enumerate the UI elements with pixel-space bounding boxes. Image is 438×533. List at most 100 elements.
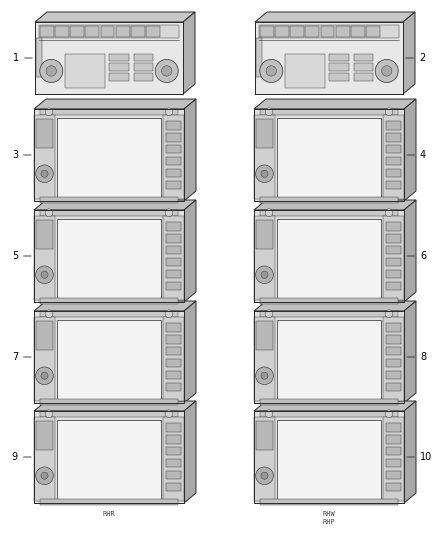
Bar (131, 26, 145, 37)
Circle shape (261, 170, 268, 177)
Bar (166, 435, 181, 443)
Bar (385, 157, 401, 165)
Circle shape (162, 66, 172, 76)
Polygon shape (184, 99, 196, 201)
Bar (134, 54, 153, 61)
Circle shape (265, 410, 273, 418)
Bar (366, 26, 380, 37)
Text: RBZ,RSC: RBZ,RSC (94, 310, 124, 316)
Bar (166, 324, 181, 332)
Bar (385, 234, 401, 243)
Circle shape (261, 271, 268, 278)
Bar (34, 210, 184, 302)
Polygon shape (404, 99, 416, 201)
Bar (260, 311, 398, 317)
Bar (34, 109, 184, 201)
Bar (277, 118, 381, 199)
Bar (166, 471, 181, 479)
Bar (163, 416, 184, 501)
Text: 1: 1 (13, 53, 32, 63)
Bar (166, 383, 181, 391)
Polygon shape (184, 301, 196, 403)
Bar (134, 73, 153, 80)
Bar (385, 471, 401, 479)
Bar (57, 118, 161, 199)
Circle shape (35, 467, 53, 484)
Bar (85, 26, 99, 37)
Bar (254, 411, 404, 503)
Bar (166, 168, 181, 177)
Bar (166, 222, 181, 231)
Polygon shape (34, 301, 196, 311)
Bar (71, 26, 84, 37)
Bar (385, 246, 401, 254)
Circle shape (385, 108, 393, 116)
Bar (385, 359, 401, 367)
Bar (385, 168, 401, 177)
Bar (275, 26, 289, 37)
Bar (166, 370, 181, 379)
Text: RHR: RHR (102, 511, 115, 517)
Bar (166, 145, 181, 154)
Bar (256, 220, 273, 249)
Circle shape (265, 209, 273, 216)
Text: 8: 8 (407, 352, 426, 362)
Bar (256, 119, 273, 148)
Polygon shape (34, 99, 196, 109)
Polygon shape (35, 12, 195, 22)
Bar (254, 317, 275, 401)
Bar (166, 133, 181, 142)
Circle shape (45, 410, 53, 418)
Polygon shape (34, 401, 196, 411)
Bar (166, 181, 181, 189)
Circle shape (41, 271, 48, 278)
Circle shape (35, 367, 53, 385)
Bar (254, 109, 404, 201)
Bar (40, 197, 178, 203)
Bar (166, 234, 181, 243)
Bar (116, 26, 130, 37)
Circle shape (155, 60, 178, 83)
Bar (40, 311, 178, 317)
Bar (277, 320, 381, 401)
Bar (305, 26, 319, 37)
Bar (354, 73, 374, 80)
Bar (385, 122, 401, 130)
Bar (34, 115, 55, 199)
Bar (354, 54, 374, 61)
Text: RBZ: RBZ (323, 209, 336, 215)
Bar (256, 38, 261, 77)
Bar (354, 63, 374, 71)
Bar (166, 157, 181, 165)
Bar (255, 22, 403, 94)
Circle shape (45, 209, 53, 216)
Circle shape (260, 60, 283, 83)
Polygon shape (404, 200, 416, 302)
Circle shape (40, 60, 63, 83)
Text: RB2: RB2 (323, 310, 336, 316)
Bar (254, 311, 404, 403)
Circle shape (381, 66, 392, 76)
Circle shape (256, 266, 273, 284)
Bar (336, 26, 350, 37)
Bar (254, 215, 275, 300)
Bar (254, 115, 275, 199)
Bar (34, 215, 55, 300)
Bar (34, 210, 184, 302)
Bar (34, 317, 55, 401)
Bar (385, 222, 401, 231)
Text: 9: 9 (12, 452, 31, 462)
Text: RHB: RHB (102, 411, 115, 417)
Bar (163, 215, 184, 300)
Bar (166, 270, 181, 278)
Bar (36, 220, 53, 249)
Bar (260, 26, 274, 37)
Bar (260, 411, 398, 416)
Text: 7: 7 (12, 352, 31, 362)
Polygon shape (183, 12, 195, 94)
Bar (166, 258, 181, 266)
Bar (134, 63, 153, 71)
Bar (109, 63, 128, 71)
Bar (254, 411, 404, 503)
Bar (260, 499, 398, 505)
